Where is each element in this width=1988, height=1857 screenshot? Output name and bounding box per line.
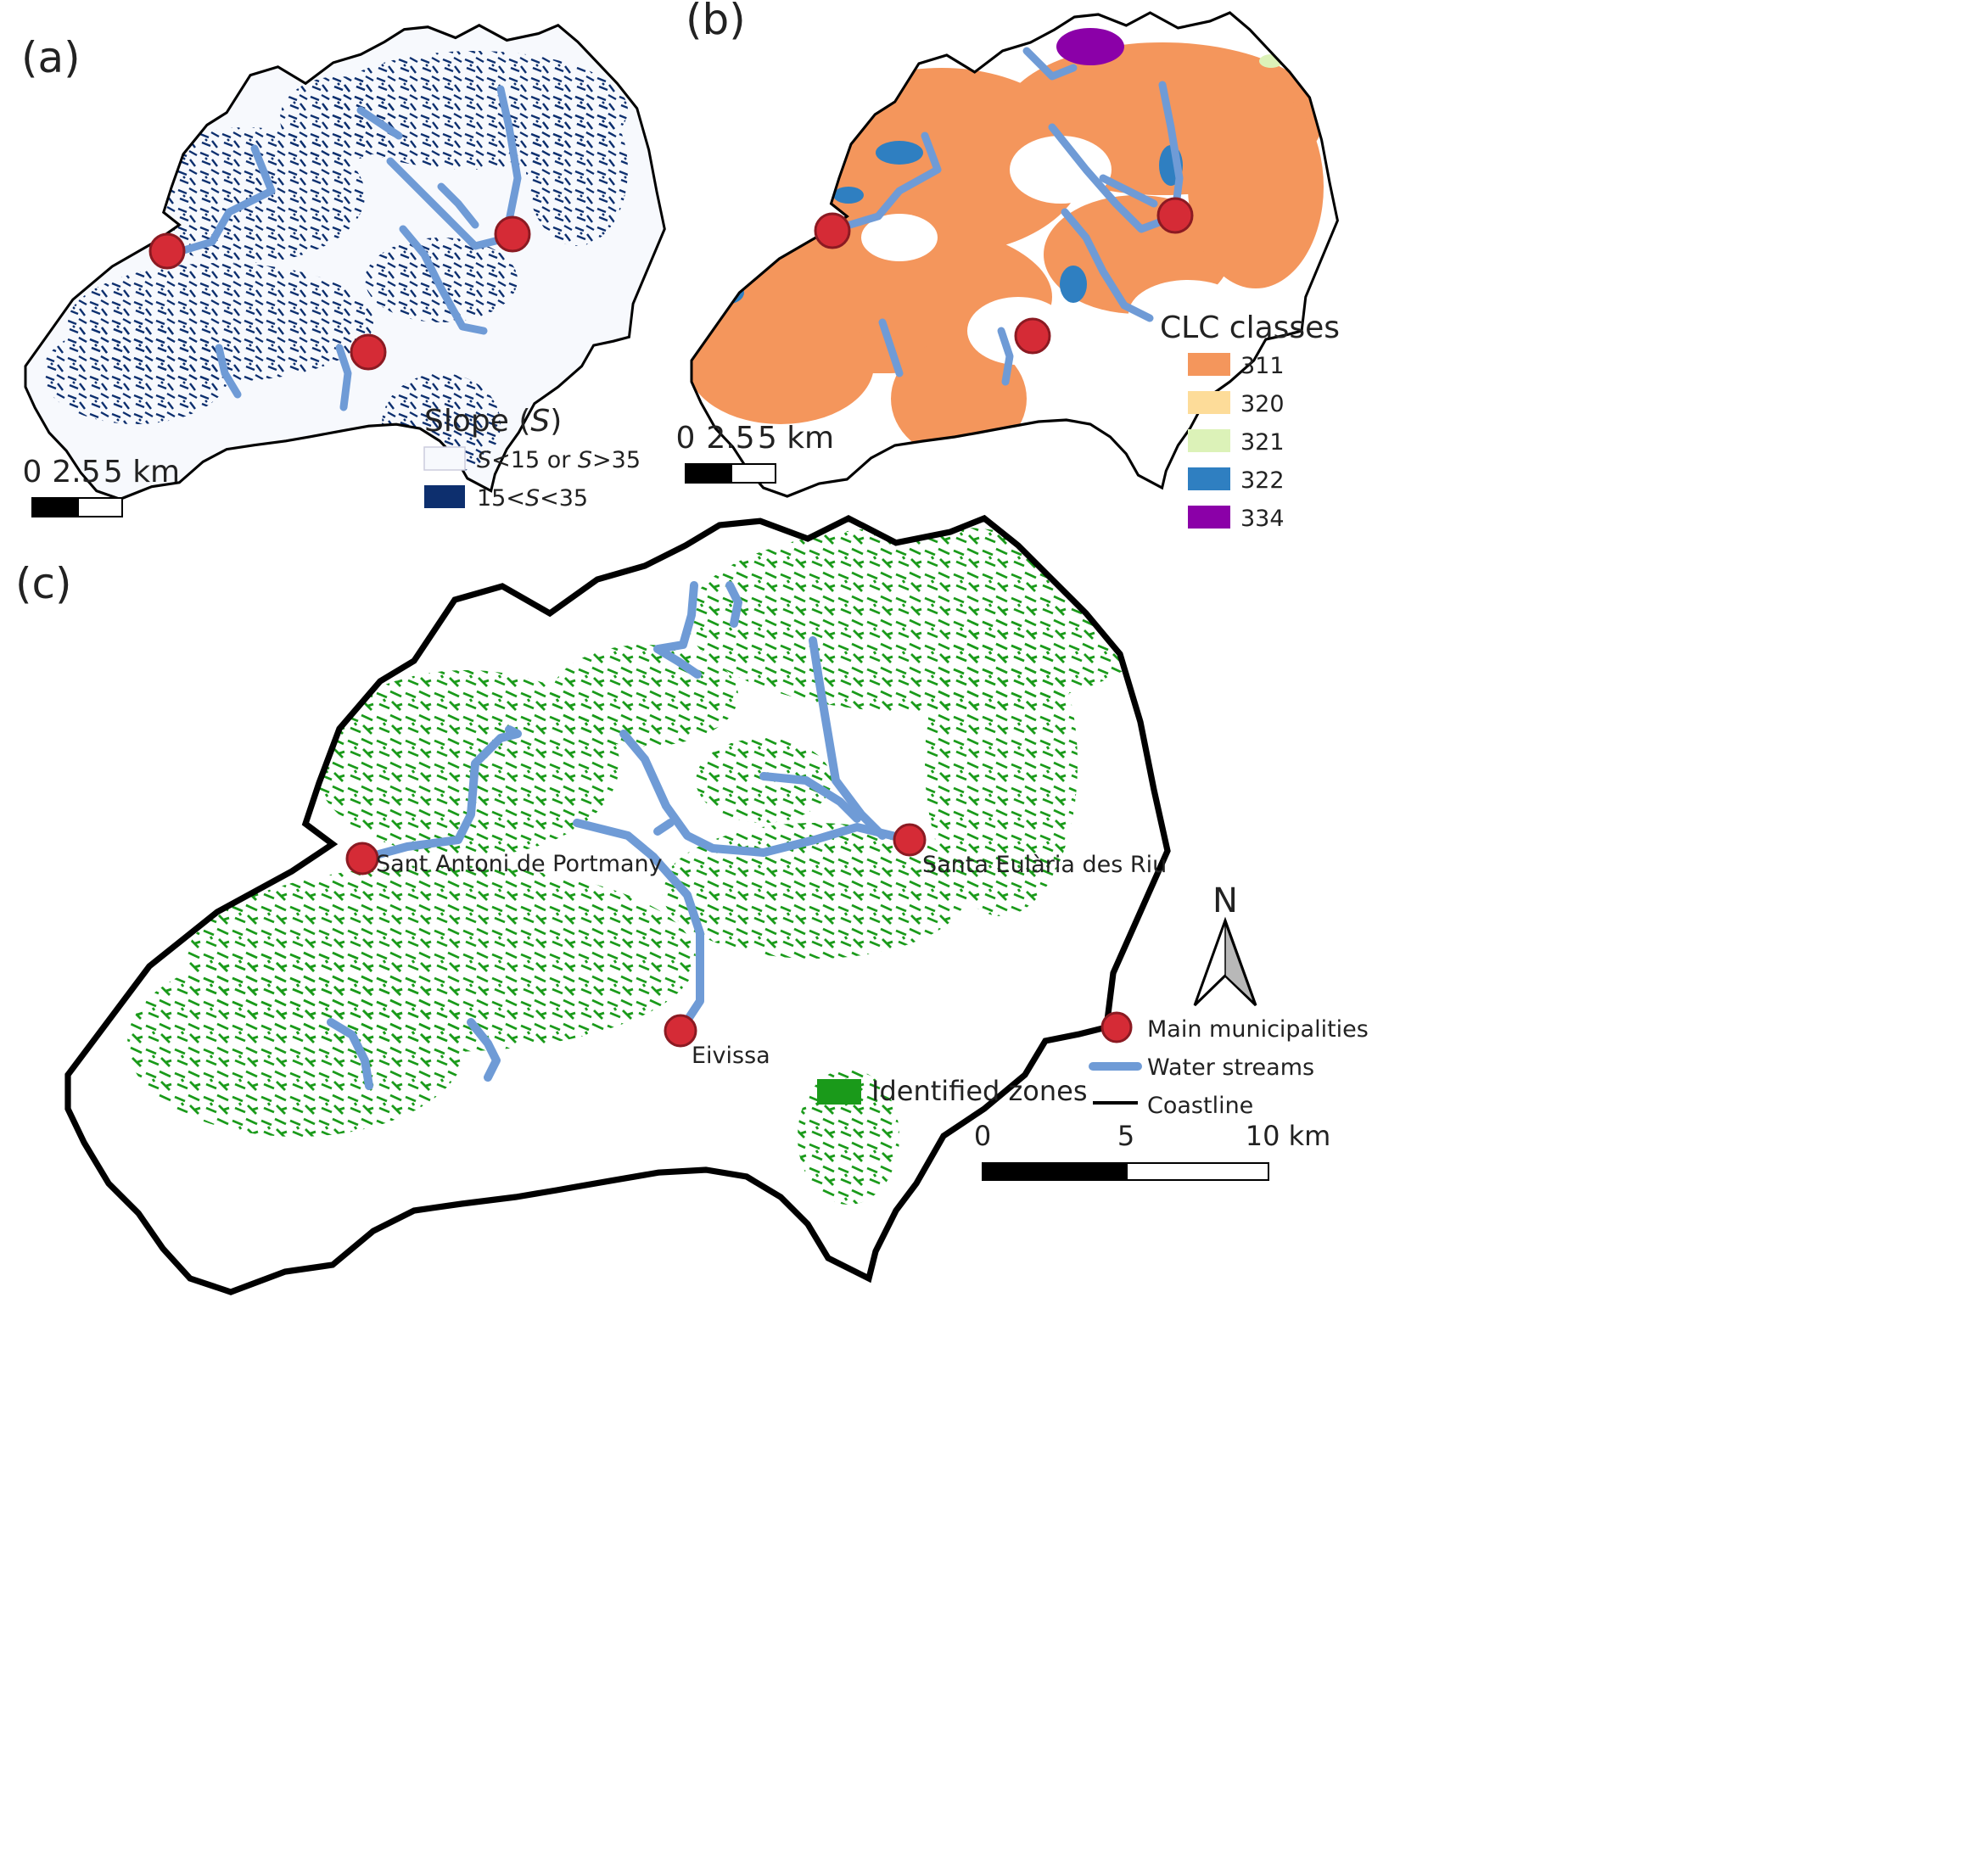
panel-b-legend: CLC classes 311 320 321 322 334: [1160, 310, 1340, 532]
legend-marker-icon: [1100, 1011, 1133, 1043]
panel-b-marker-eivissa: [1014, 317, 1051, 355]
panel-a-scale-bar: 0 2.5 5 km: [23, 455, 180, 517]
panel-b-marker-santa-eularia: [1156, 197, 1194, 234]
legend-label-334: 334: [1240, 506, 1285, 532]
panel-b-municipality-markers: [814, 197, 1194, 355]
panel-b-scale-label-end: 5 km: [758, 421, 834, 456]
panel-a-scale-label-mid: 2.5: [52, 455, 100, 489]
panel-a-slope-map: (a) 0 2.5: [21, 24, 666, 517]
legend-label-identified: Identified zones: [871, 1075, 1088, 1107]
panel-a-scale-label-end: 5 km: [104, 455, 180, 489]
panel-c-scale-label-mid: 5: [1117, 1120, 1134, 1152]
marker-santa-eularia: [893, 823, 927, 857]
marker-eivissa: [664, 1014, 697, 1048]
legend-swatch-311: [1188, 353, 1230, 376]
legend-swatch-322: [1188, 467, 1230, 490]
panel-a-marker-sant-antoni: [148, 232, 186, 270]
panel-a-legend-item-steep: 15<S<35: [477, 485, 588, 512]
panel-b-marker-sant-antoni: [814, 212, 851, 249]
north-arrow: N: [1193, 881, 1257, 1007]
panel-b-scale-label-mid: 2.5: [706, 421, 754, 456]
panel-c-identified-zones-map: (c) Sant Ant: [15, 518, 1369, 1292]
legend-swatch-321: [1188, 429, 1230, 452]
legend-swatch-320: [1188, 391, 1230, 414]
panel-c-water-streams: [327, 581, 914, 1090]
panel-b-scale-label-0: 0: [676, 421, 696, 456]
north-arrow-label: N: [1212, 881, 1238, 920]
panel-a-legend-swatch-steep: [424, 485, 465, 508]
label-santa-eularia: Santa Eulària des Riu: [922, 852, 1167, 878]
panel-c-scale-label-end: 10 km: [1246, 1120, 1331, 1152]
label-sant-antoni: Sant Antoni de Portmany: [376, 851, 663, 877]
panel-c-scale-label-0: 0: [974, 1120, 991, 1152]
legend-label-320: 320: [1240, 391, 1285, 417]
panel-a-marker-eivissa: [350, 333, 387, 371]
panel-b-scale-bar: 0 2.5 5 km: [676, 421, 834, 484]
panel-b-label: (b): [686, 0, 746, 44]
legend-label-water-streams: Water streams: [1147, 1054, 1314, 1081]
panel-a-label: (a): [21, 33, 81, 82]
panel-a-scale-label-0: 0: [23, 455, 42, 489]
legend-label-municipalities: Main municipalities: [1147, 1016, 1369, 1043]
panel-a-water-streams: [165, 85, 522, 411]
legend-swatch-334: [1188, 506, 1230, 529]
label-eivissa: Eivissa: [692, 1043, 770, 1069]
legend-label-coastline: Coastline: [1147, 1093, 1253, 1119]
marker-sant-antoni: [345, 842, 379, 875]
legend-label-322: 322: [1240, 467, 1285, 494]
panel-b-land-cover-map: (b): [676, 0, 1341, 532]
legend-swatch-identified: [817, 1079, 861, 1105]
legend-label-311: 311: [1240, 353, 1285, 379]
panel-b-legend-title: CLC classes: [1160, 310, 1340, 345]
panel-c-label: (c): [15, 559, 72, 608]
panel-b-water-streams: [832, 47, 1184, 386]
panel-c-scale-bar: 0 5 10 km: [974, 1120, 1331, 1181]
panel-a-marker-santa-eularia: [494, 215, 531, 253]
panel-c-municipality-markers: Sant Antoni de Portmany Santa Eulària de…: [345, 823, 1167, 1069]
panel-c-legend: Identified zones Main municipalities Wat…: [817, 1011, 1369, 1119]
panel-a-legend-swatch-flat: [423, 446, 466, 471]
panel-a-legend-title: Slope (S): [424, 404, 562, 439]
panel-a-legend-item-flat: S<15 or S>35: [477, 447, 641, 473]
legend-label-321: 321: [1240, 429, 1285, 456]
panel-a-municipality-markers: [148, 215, 531, 371]
panel-a-legend: Slope (S) S<15 or S>35 15<S<35: [423, 404, 641, 512]
